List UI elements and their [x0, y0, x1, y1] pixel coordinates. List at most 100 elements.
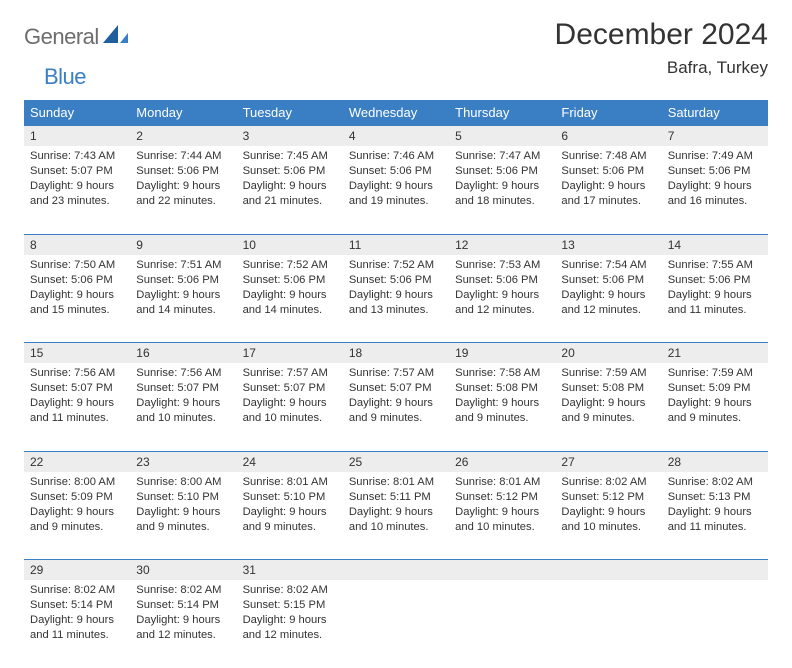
sunset-line: Sunset: 5:06 PM: [349, 164, 443, 179]
daylight-line: Daylight: 9 hours and 21 minutes.: [243, 179, 337, 209]
daylight-line: Daylight: 9 hours and 9 minutes.: [668, 396, 762, 426]
calendar-head: SundayMondayTuesdayWednesdayThursdayFrid…: [24, 100, 768, 126]
day-content-cell: Sunrise: 8:00 AMSunset: 5:09 PMDaylight:…: [24, 472, 130, 560]
day-content-cell: Sunrise: 7:50 AMSunset: 5:06 PMDaylight:…: [24, 255, 130, 343]
logo-sail-icon: [103, 25, 129, 50]
day-content-cell: [343, 580, 449, 668]
daylight-line: Daylight: 9 hours and 23 minutes.: [30, 179, 124, 209]
day-number-cell: 22: [24, 451, 130, 472]
day-number-row: 293031: [24, 560, 768, 581]
sunrise-line: Sunrise: 8:02 AM: [243, 583, 337, 598]
day-content-cell: [662, 580, 768, 668]
weekday-header: Wednesday: [343, 100, 449, 126]
day-content-cell: Sunrise: 8:01 AMSunset: 5:12 PMDaylight:…: [449, 472, 555, 560]
weekday-header: Tuesday: [237, 100, 343, 126]
weekday-row: SundayMondayTuesdayWednesdayThursdayFrid…: [24, 100, 768, 126]
daylight-line: Daylight: 9 hours and 12 minutes.: [136, 613, 230, 643]
day-content-cell: Sunrise: 8:01 AMSunset: 5:10 PMDaylight:…: [237, 472, 343, 560]
sunrise-line: Sunrise: 7:52 AM: [243, 258, 337, 273]
day-number-cell: 30: [130, 560, 236, 581]
day-number-cell: 14: [662, 234, 768, 255]
day-content-cell: Sunrise: 8:02 AMSunset: 5:13 PMDaylight:…: [662, 472, 768, 560]
daylight-line: Daylight: 9 hours and 11 minutes.: [30, 613, 124, 643]
daylight-line: Daylight: 9 hours and 9 minutes.: [349, 396, 443, 426]
day-number-cell: 11: [343, 234, 449, 255]
daylight-line: Daylight: 9 hours and 22 minutes.: [136, 179, 230, 209]
day-content-cell: Sunrise: 7:55 AMSunset: 5:06 PMDaylight:…: [662, 255, 768, 343]
daylight-line: Daylight: 9 hours and 10 minutes.: [243, 396, 337, 426]
sunset-line: Sunset: 5:06 PM: [455, 273, 549, 288]
sunset-line: Sunset: 5:06 PM: [243, 273, 337, 288]
day-number-cell: 1: [24, 126, 130, 147]
sunrise-line: Sunrise: 8:02 AM: [561, 475, 655, 490]
sunrise-line: Sunrise: 7:46 AM: [349, 149, 443, 164]
daylight-line: Daylight: 9 hours and 10 minutes.: [455, 505, 549, 535]
sunset-line: Sunset: 5:07 PM: [243, 381, 337, 396]
daylight-line: Daylight: 9 hours and 9 minutes.: [136, 505, 230, 535]
sunset-line: Sunset: 5:06 PM: [668, 164, 762, 179]
sunrise-line: Sunrise: 8:01 AM: [243, 475, 337, 490]
sunrise-line: Sunrise: 7:57 AM: [349, 366, 443, 381]
weekday-header: Sunday: [24, 100, 130, 126]
day-content-cell: Sunrise: 7:52 AMSunset: 5:06 PMDaylight:…: [343, 255, 449, 343]
day-number-cell: 3: [237, 126, 343, 147]
daylight-line: Daylight: 9 hours and 17 minutes.: [561, 179, 655, 209]
day-content-cell: Sunrise: 7:56 AMSunset: 5:07 PMDaylight:…: [24, 363, 130, 451]
day-number-cell: 12: [449, 234, 555, 255]
day-number-cell: 26: [449, 451, 555, 472]
sunset-line: Sunset: 5:07 PM: [30, 381, 124, 396]
day-number-cell: 9: [130, 234, 236, 255]
daylight-line: Daylight: 9 hours and 15 minutes.: [30, 288, 124, 318]
daylight-line: Daylight: 9 hours and 11 minutes.: [30, 396, 124, 426]
day-content-cell: Sunrise: 7:48 AMSunset: 5:06 PMDaylight:…: [555, 146, 661, 234]
day-number-cell: 20: [555, 343, 661, 364]
day-content-row: Sunrise: 8:02 AMSunset: 5:14 PMDaylight:…: [24, 580, 768, 668]
day-content-cell: Sunrise: 8:02 AMSunset: 5:12 PMDaylight:…: [555, 472, 661, 560]
daylight-line: Daylight: 9 hours and 11 minutes.: [668, 288, 762, 318]
day-number-row: 891011121314: [24, 234, 768, 255]
day-content-row: Sunrise: 7:43 AMSunset: 5:07 PMDaylight:…: [24, 146, 768, 234]
day-content-cell: Sunrise: 7:51 AMSunset: 5:06 PMDaylight:…: [130, 255, 236, 343]
day-number-cell: 23: [130, 451, 236, 472]
day-number-cell: 21: [662, 343, 768, 364]
sunset-line: Sunset: 5:09 PM: [30, 490, 124, 505]
sunrise-line: Sunrise: 7:49 AM: [668, 149, 762, 164]
sunset-line: Sunset: 5:06 PM: [349, 273, 443, 288]
sunrise-line: Sunrise: 8:01 AM: [455, 475, 549, 490]
day-content-cell: Sunrise: 8:02 AMSunset: 5:15 PMDaylight:…: [237, 580, 343, 668]
day-number-cell: 28: [662, 451, 768, 472]
sunset-line: Sunset: 5:06 PM: [243, 164, 337, 179]
day-number-cell: 8: [24, 234, 130, 255]
day-number-cell: 29: [24, 560, 130, 581]
day-content-cell: Sunrise: 7:44 AMSunset: 5:06 PMDaylight:…: [130, 146, 236, 234]
day-content-cell: Sunrise: 7:43 AMSunset: 5:07 PMDaylight:…: [24, 146, 130, 234]
day-number-cell: [449, 560, 555, 581]
weekday-header: Saturday: [662, 100, 768, 126]
daylight-line: Daylight: 9 hours and 12 minutes.: [243, 613, 337, 643]
sunrise-line: Sunrise: 8:00 AM: [30, 475, 124, 490]
sunset-line: Sunset: 5:06 PM: [668, 273, 762, 288]
weekday-header: Friday: [555, 100, 661, 126]
sunset-line: Sunset: 5:07 PM: [30, 164, 124, 179]
day-content-cell: Sunrise: 8:01 AMSunset: 5:11 PMDaylight:…: [343, 472, 449, 560]
day-content-cell: Sunrise: 7:56 AMSunset: 5:07 PMDaylight:…: [130, 363, 236, 451]
day-content-cell: Sunrise: 7:57 AMSunset: 5:07 PMDaylight:…: [237, 363, 343, 451]
sunrise-line: Sunrise: 7:53 AM: [455, 258, 549, 273]
sunset-line: Sunset: 5:09 PM: [668, 381, 762, 396]
sunrise-line: Sunrise: 7:51 AM: [136, 258, 230, 273]
daylight-line: Daylight: 9 hours and 12 minutes.: [455, 288, 549, 318]
day-number-cell: 15: [24, 343, 130, 364]
daylight-line: Daylight: 9 hours and 11 minutes.: [668, 505, 762, 535]
logo-text-blue: Blue: [44, 64, 86, 90]
day-number-row: 22232425262728: [24, 451, 768, 472]
sunset-line: Sunset: 5:06 PM: [455, 164, 549, 179]
daylight-line: Daylight: 9 hours and 18 minutes.: [455, 179, 549, 209]
day-number-cell: 18: [343, 343, 449, 364]
day-number-cell: 7: [662, 126, 768, 147]
sunset-line: Sunset: 5:06 PM: [30, 273, 124, 288]
sunrise-line: Sunrise: 7:43 AM: [30, 149, 124, 164]
day-content-cell: Sunrise: 7:52 AMSunset: 5:06 PMDaylight:…: [237, 255, 343, 343]
day-content-cell: Sunrise: 7:47 AMSunset: 5:06 PMDaylight:…: [449, 146, 555, 234]
daylight-line: Daylight: 9 hours and 14 minutes.: [243, 288, 337, 318]
sunset-line: Sunset: 5:14 PM: [30, 598, 124, 613]
